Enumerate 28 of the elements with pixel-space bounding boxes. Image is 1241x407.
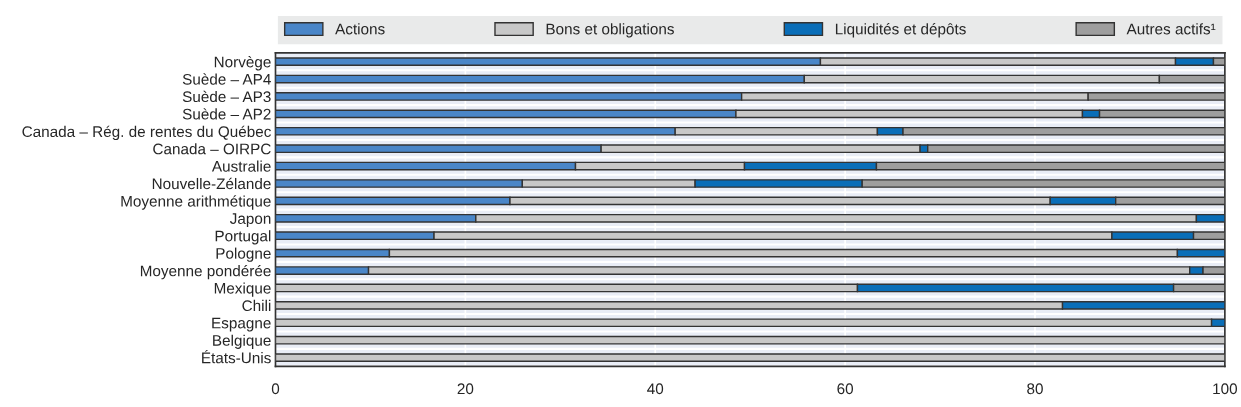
legend-label: Bons et obligations xyxy=(546,23,674,38)
y-tick-label: Japon xyxy=(229,213,271,228)
y-tick-label: Mexique xyxy=(214,282,271,297)
y-tick-label: Canada – Rég. de rentes du Québec xyxy=(22,125,271,141)
y-tick-label: Portugal xyxy=(215,230,271,245)
x-tick-label: 40 xyxy=(647,383,664,395)
y-tick-label: Nouvelle-Zélande xyxy=(152,177,271,190)
x-tick-label: 0 xyxy=(271,383,280,395)
y-tick-label: Canada – OIRPC xyxy=(153,143,271,155)
legend-label: Autres actifs¹ xyxy=(1126,23,1216,35)
x-tick-label: 100 xyxy=(1213,383,1238,395)
y-tick-label: Suède – AP3 xyxy=(182,90,271,103)
y-tick-label: Moyenne pondérée xyxy=(140,264,271,280)
x-tick-label: 20 xyxy=(457,383,474,395)
y-tick-label: États-Unis xyxy=(202,349,271,364)
y-tick-label: Australie xyxy=(211,160,271,172)
y-tick-label: Pologne xyxy=(216,247,271,262)
x-tick-label: 60 xyxy=(837,383,854,395)
y-tick-label: Suède – AP2 xyxy=(182,108,271,120)
y-tick-label: Belgique xyxy=(213,334,271,349)
legend-label: Actions xyxy=(335,23,385,35)
legend-label: Liquidités et dépôts xyxy=(835,23,966,38)
y-tick-label: Suède – AP4 xyxy=(182,73,271,85)
y-tick-label: Espagne xyxy=(212,317,271,332)
y-tick-label: Chili xyxy=(242,299,271,312)
y-tick-label: Moyenne arithmétique xyxy=(121,195,271,210)
y-tick-label: Norvège xyxy=(214,55,271,71)
x-tick-label: 80 xyxy=(1027,383,1043,395)
